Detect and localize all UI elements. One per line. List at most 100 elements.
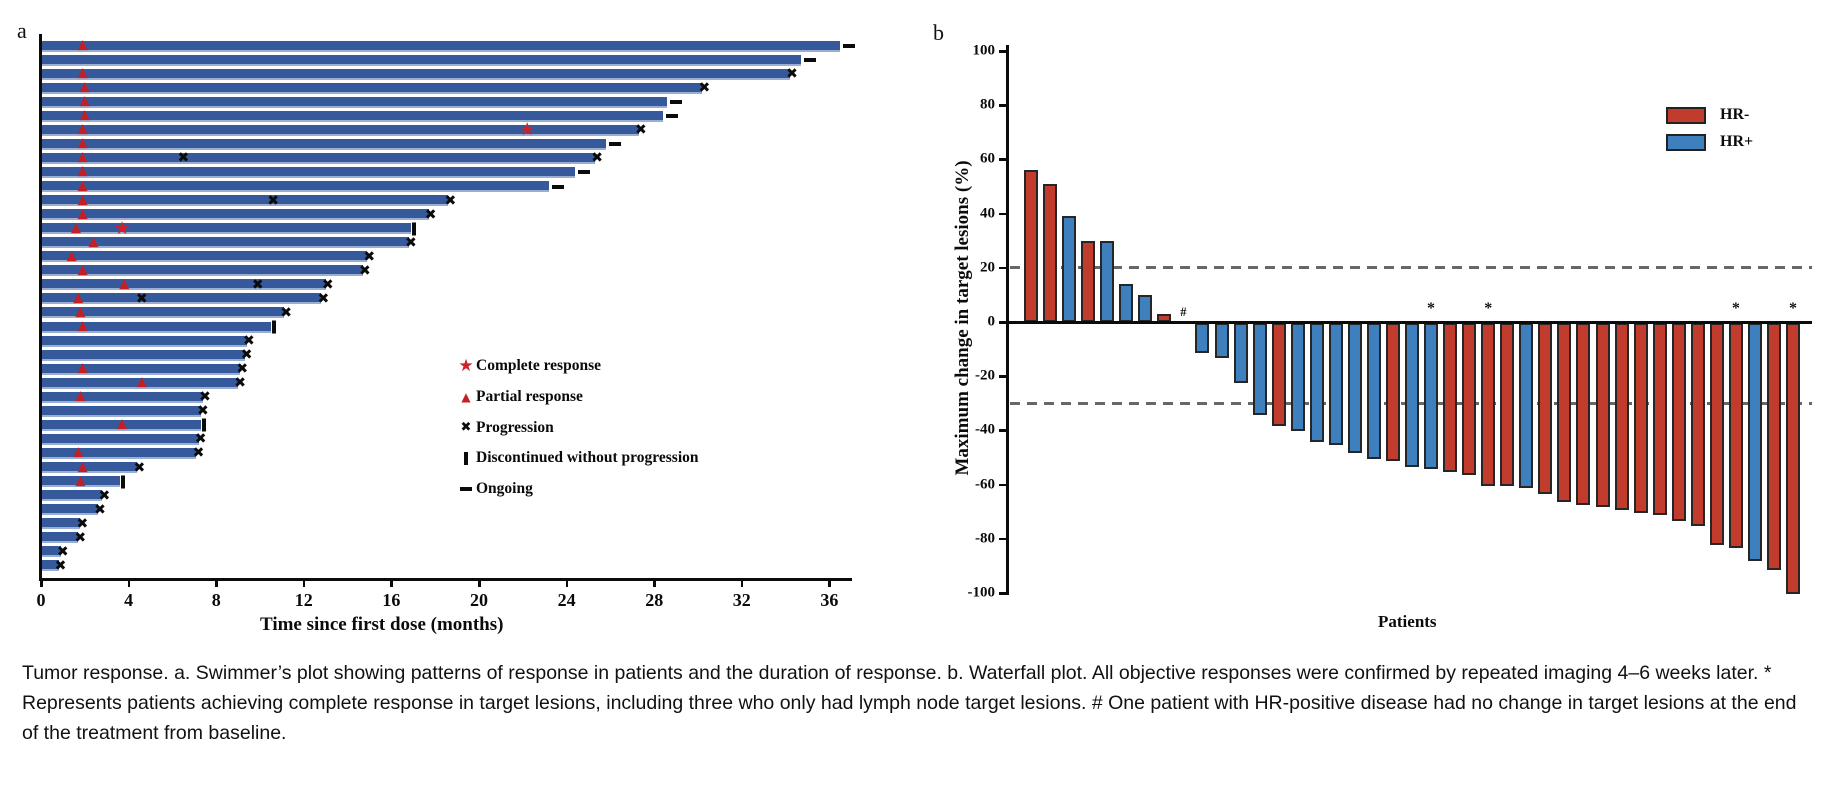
partial-response-triangle-icon: ▲: [77, 65, 88, 81]
swimmer-bar: [41, 40, 841, 52]
figure-caption: Tumor response. a. Swimmer’s plot showin…: [22, 662, 1797, 744]
waterfall-bar: [1100, 240, 1115, 322]
waterfall-y-tick-label: -100: [967, 584, 996, 601]
waterfall-y-tick-label: 100: [972, 42, 996, 59]
swimmer-bar: [41, 377, 239, 389]
swimmer-bar: [41, 293, 322, 305]
waterfall-bar: [1043, 183, 1058, 322]
waterfall-y-tick-label: -80: [975, 530, 995, 547]
swimmer-x-axis: [39, 578, 852, 581]
complete-response-asterisk: *: [1427, 300, 1436, 317]
progression-x-icon: ✖: [194, 431, 207, 448]
swimmer-bar: [41, 195, 449, 207]
panel-b-label: b: [933, 20, 944, 45]
waterfall-y-tick: [999, 537, 1007, 541]
swimmer-bar: [41, 560, 59, 572]
waterfall-y-tick: [999, 483, 1007, 487]
triangle-icon: ▲: [461, 389, 471, 404]
progression-x-icon: ✖: [94, 501, 106, 518]
partial-response-triangle-icon: ▲: [75, 473, 86, 489]
partial-response-triangle-icon: ▲: [79, 93, 90, 109]
discontinued-bar-icon: [271, 320, 276, 334]
waterfall-y-tick-label: -40: [975, 421, 995, 438]
waterfall-y-tick-label: -20: [975, 367, 995, 384]
progression-x-icon: ✖: [240, 347, 253, 364]
swimmer-bar: [41, 490, 103, 502]
waterfall-y-tick: [999, 321, 1007, 324]
swimmer-bar: [41, 405, 201, 417]
waterfall-bar: [1671, 323, 1686, 521]
ongoing-dash-icon: [552, 184, 565, 189]
swimmer-bar: [41, 433, 199, 445]
waterfall-bar: [1614, 323, 1629, 510]
progression-x-icon: ✖: [242, 333, 255, 350]
swimmer-bar: [41, 335, 247, 347]
progression-x-icon: ✖: [591, 150, 603, 167]
ongoing-dash-icon: [578, 170, 591, 175]
waterfall-y-tick: [999, 104, 1007, 107]
partial-response-triangle-icon: ▲: [88, 234, 99, 250]
swimmer-x-tick-label: 28: [645, 590, 664, 610]
swimmer-bar: [41, 152, 596, 164]
partial-response-triangle-icon: ▲: [75, 388, 86, 404]
progression-x-icon: ✖: [135, 290, 148, 307]
ongoing-dash-icon: [665, 114, 678, 119]
waterfall-bar: [1385, 323, 1400, 462]
partial-response-triangle-icon: ▲: [119, 276, 130, 292]
swimmer-bar: [41, 223, 412, 235]
swimmer-x-axis-title: Time since first dose (months): [260, 614, 504, 635]
waterfall-bar: [1500, 323, 1515, 486]
progression-x-icon: ✖: [251, 276, 264, 293]
swimmer-bar: [41, 68, 790, 80]
waterfall-bar: [1652, 323, 1667, 516]
waterfall-bar: [1728, 323, 1743, 548]
progression-x-icon: ✖: [363, 248, 376, 265]
swimmer-legend-item: Discontinued without progression: [456, 449, 699, 467]
star-icon: ★: [458, 355, 474, 376]
swimmer-bar: [41, 462, 138, 473]
progression-x-icon: ✖: [56, 543, 69, 560]
waterfall-bar: [1309, 323, 1324, 443]
complete-response-asterisk: *: [1484, 300, 1493, 317]
progression-x-icon: ✖: [234, 375, 246, 392]
progression-x-icon: ✖: [199, 389, 211, 406]
partial-response-triangle-icon: ▲: [117, 416, 128, 432]
waterfall-legend-item: HR-: [1666, 106, 1749, 124]
swimmer-x-tick: [127, 578, 131, 587]
swimmer-bar: [41, 124, 639, 136]
swimmer-legend-item: ✖ Progression: [456, 419, 554, 437]
swimmer-x-tick: [565, 578, 569, 587]
waterfall-bar: [1062, 216, 1077, 322]
ongoing-dash-icon: [670, 100, 683, 105]
progression-x-icon: ✖: [280, 304, 292, 321]
partial-response-triangle-icon: ▲: [77, 459, 88, 474]
swimmer-x-tick-label: 8: [211, 590, 221, 610]
waterfall-y-tick-label: 80: [980, 96, 995, 113]
swimmer-x-tick: [215, 578, 218, 587]
waterfall-y-tick-label: 0: [987, 313, 996, 330]
swimmer-bar: [41, 476, 120, 488]
progression-x-icon: ✖: [267, 192, 279, 209]
waterfall-bar: [1252, 323, 1267, 416]
swimmer-bar: [41, 419, 201, 431]
waterfall-bar: [1462, 323, 1477, 475]
partial-response-triangle-icon: ▲: [79, 79, 90, 95]
swimmer-x-tick-label: 4: [124, 590, 134, 610]
partial-response-triangle-icon: ▲: [77, 37, 88, 53]
swimmer-legend-item: Ongoing: [456, 480, 533, 498]
swimmer-bar: [41, 166, 576, 178]
waterfall-bar: [1157, 313, 1172, 322]
swimmer-bar: [41, 209, 429, 221]
waterfall-bar: [1119, 284, 1134, 322]
waterfall-bar: [1233, 323, 1248, 383]
waterfall-bar: [1557, 323, 1572, 502]
partial-response-triangle-icon: ▲: [77, 192, 88, 208]
progression-x-icon: ✖: [405, 234, 417, 251]
progression-x-icon: ✖: [192, 445, 205, 462]
waterfall-bar: [1766, 323, 1781, 570]
complete-response-star-icon: ★: [113, 217, 131, 239]
swimmer-legend-item: ★ Complete response: [456, 357, 601, 375]
waterfall-bar: [1290, 323, 1305, 432]
complete-response-star-icon: ★: [519, 119, 536, 141]
